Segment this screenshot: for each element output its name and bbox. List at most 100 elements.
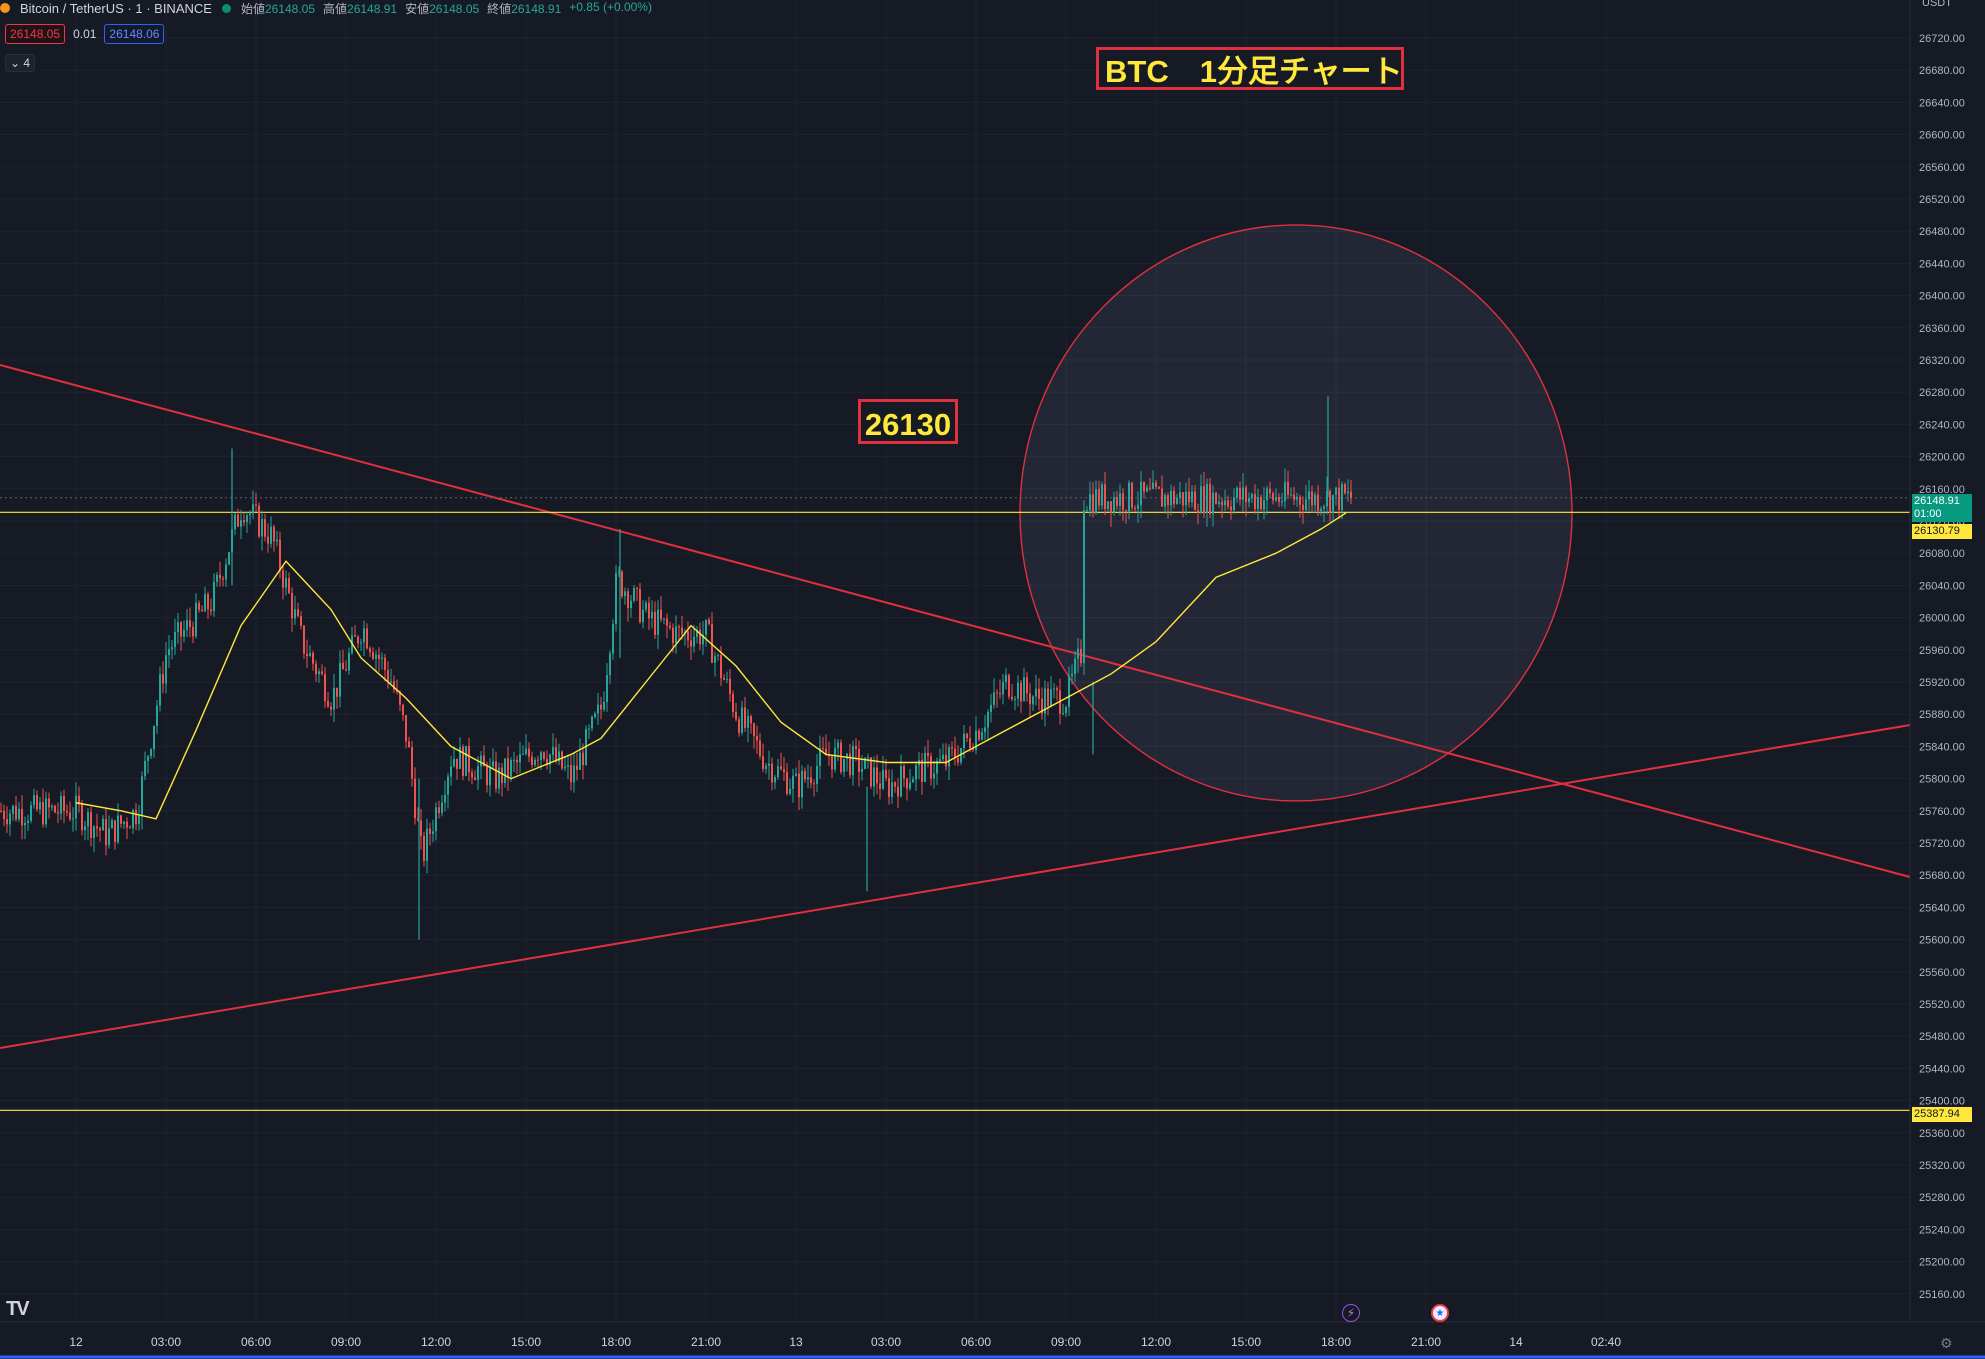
candle-body	[411, 747, 413, 779]
time-tick-label: 12:00	[421, 1335, 451, 1349]
candle-body	[669, 625, 671, 628]
candle-body	[51, 805, 53, 808]
candle-body	[252, 504, 254, 514]
candle-body	[111, 820, 113, 829]
candle-body	[924, 752, 926, 782]
candle-body	[432, 831, 434, 834]
candle-body	[1329, 490, 1331, 514]
candle-body	[483, 755, 485, 767]
candle-body	[438, 807, 440, 813]
chart-title-annotation[interactable]: BTC 1分足チャート	[1096, 47, 1404, 90]
price-tick-label: 26640.00	[1919, 97, 1965, 109]
candle-body	[1308, 491, 1310, 500]
candle-body	[771, 763, 773, 783]
low-label: 安値	[405, 1, 430, 16]
lightning-event-icon[interactable]: ⚡	[1342, 1304, 1360, 1322]
candle-body	[99, 828, 101, 831]
time-tick-label: 09:00	[331, 1335, 361, 1349]
price-axis[interactable]: 26720.00 26680.00 26640.00 26600.00 26560.00…	[1909, 0, 1985, 1359]
candle-body	[315, 663, 317, 675]
candle-body	[588, 728, 590, 730]
candle-body	[1110, 501, 1112, 513]
candle-body	[198, 602, 200, 610]
settings-gear-icon[interactable]: ⚙	[1940, 1335, 1953, 1351]
candle-body	[1026, 677, 1028, 694]
sell-button[interactable]: 26148.05	[5, 24, 66, 44]
price-tick-label: 26320.00	[1919, 355, 1965, 367]
candle-body	[915, 765, 917, 780]
price-axis-bg	[1910, 0, 1985, 1359]
candle-body	[300, 616, 302, 626]
candle-body	[81, 804, 83, 831]
candle-body	[1140, 482, 1142, 505]
candle-body	[1266, 488, 1268, 501]
candle-body	[1125, 510, 1127, 512]
candle-body	[1041, 698, 1043, 714]
candle-body	[1068, 676, 1070, 708]
candle-body	[405, 715, 407, 742]
candle-body	[141, 776, 143, 816]
candle-body	[936, 761, 938, 774]
tradingview-logo[interactable]: TV	[6, 1298, 30, 1320]
upper-level-tag: 26130.79	[1912, 524, 1972, 539]
candle-body	[354, 635, 356, 637]
buy-button[interactable]: 26148.06	[104, 24, 165, 44]
candle-body	[399, 691, 401, 705]
candle-body	[138, 815, 140, 825]
candle-body	[723, 678, 725, 680]
candle-body	[153, 725, 155, 750]
candle-body	[492, 761, 494, 767]
candle-body	[285, 578, 287, 588]
candle-body	[834, 747, 836, 770]
candle-body	[249, 513, 251, 516]
candle-body	[636, 588, 638, 590]
candle-body	[558, 751, 560, 762]
candle-body	[795, 773, 797, 776]
candle-body	[243, 520, 245, 523]
indicators-toggle-button[interactable]: ⌄ 4	[5, 54, 36, 72]
candle-body	[846, 753, 848, 759]
candle-body	[678, 626, 680, 628]
us-flag-event-icon[interactable]: ★	[1431, 1304, 1449, 1322]
time-tick-label: 12	[69, 1335, 83, 1349]
candle-body	[171, 647, 173, 649]
candle-body	[1095, 489, 1097, 514]
candle-body	[1305, 499, 1307, 511]
candle-body	[78, 795, 80, 805]
candle-body	[1176, 498, 1178, 504]
candle-body	[60, 796, 62, 814]
candle-body	[807, 777, 809, 780]
time-axis[interactable]: 12 03:00 06:00 09:00 12:00 15:00 18:00 21:00 13 0…	[0, 1321, 1985, 1359]
candle-body	[966, 733, 968, 739]
candle-body	[1149, 487, 1151, 490]
candle-body	[1113, 497, 1115, 513]
candle-body	[990, 704, 992, 713]
candle-body	[1047, 688, 1049, 707]
candle-body	[510, 760, 512, 777]
candle-body	[1194, 491, 1196, 511]
candle-body	[1119, 493, 1121, 506]
price-annotation[interactable]: 26130	[858, 399, 958, 444]
price-tick-label: 25480.00	[1919, 1031, 1965, 1043]
candle-body	[759, 740, 761, 757]
candle-body	[1281, 501, 1283, 503]
candle-body	[729, 678, 731, 695]
currency-label[interactable]: USDT	[1922, 0, 1952, 9]
candle-body	[1104, 484, 1106, 509]
candle-body	[183, 629, 185, 637]
candle-body	[75, 795, 77, 819]
candle-body	[168, 648, 170, 656]
candle-body	[234, 514, 236, 530]
time-tick-label: 03:00	[151, 1335, 181, 1349]
candle-body	[633, 588, 635, 601]
candle-body	[1062, 713, 1064, 715]
symbol-title[interactable]: Bitcoin / TetherUS · 1 · BINANCE	[20, 0, 212, 16]
candle-body	[15, 805, 17, 820]
candle-body	[348, 652, 350, 671]
candle-body	[882, 769, 884, 789]
candle-body	[717, 654, 719, 657]
candle-body	[345, 669, 347, 671]
candle-body	[195, 602, 197, 637]
candle-body	[804, 770, 806, 780]
